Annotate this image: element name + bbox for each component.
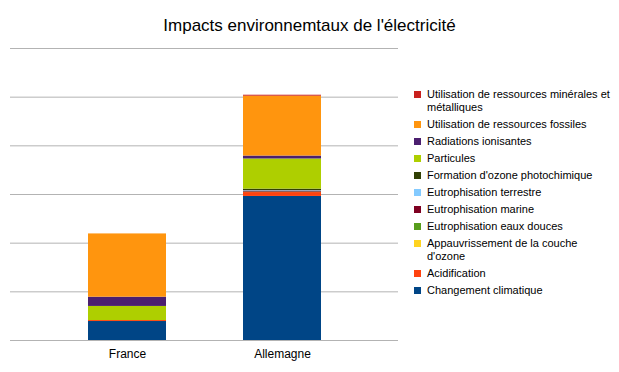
html-text:Impacts environnemtaux de l'él: Impacts environnemtaux de l'électricité xyxy=(163,16,456,35)
svg-text:France: France xyxy=(109,347,147,361)
html-text:Formation d'ozone photochimiqu: Formation d'ozone photochimique xyxy=(427,169,593,181)
html-text:Changement climatique: Changement climatique xyxy=(427,284,543,296)
html-text:Radiations ionisantes: Radiations ionisantes xyxy=(427,135,532,147)
html-text:Eutrophisation marine: Eutrophisation marine xyxy=(427,203,534,215)
html-text:Particules: Particules xyxy=(427,152,476,164)
html-text:Utilisation de ressources miné: Utilisation de ressources minérales et m… xyxy=(427,88,610,113)
html-text:Eutrophisation terrestre: Eutrophisation terrestre xyxy=(427,186,542,198)
svg-text:Allemagne: Allemagne xyxy=(254,347,311,361)
html-text:Utilisation de ressources foss: Utilisation de ressources fossiles xyxy=(427,118,587,130)
html-text:Eutrophisation eaux douces: Eutrophisation eaux douces xyxy=(427,220,563,232)
html-text:Acidification: Acidification xyxy=(427,267,486,279)
html-text:Appauvrissement de la couche d: Appauvrissement de la couche d'ozone xyxy=(427,237,578,262)
